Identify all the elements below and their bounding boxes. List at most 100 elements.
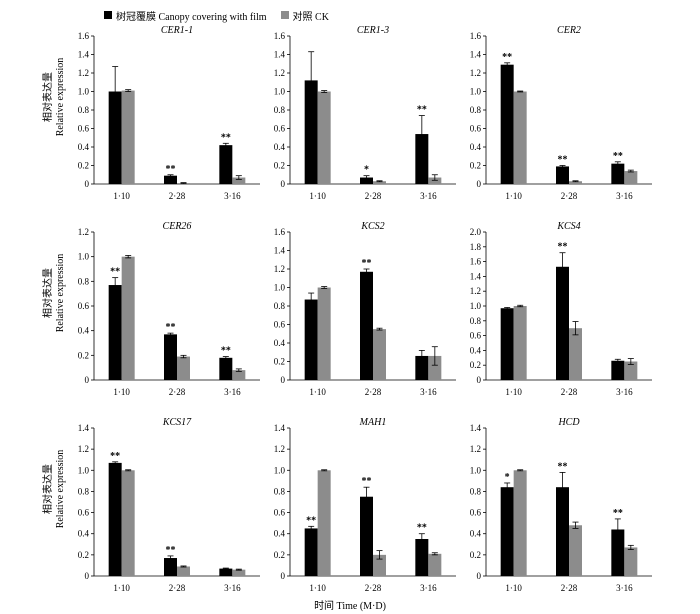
y-tick-label: 0.6 <box>470 331 482 341</box>
chart-title: HCD <box>557 417 580 428</box>
y-tick-label: 0.6 <box>470 124 482 134</box>
y-tick-label: 0.2 <box>274 550 285 560</box>
bar-ck <box>121 256 135 380</box>
y-tick-label: 1.0 <box>274 283 286 293</box>
chart-svg: KCS2 0 0.2 0.4 0.6 0.8 1.0 1.2 1.4 1.6 1·10 ** 2·28 3… <box>274 221 456 397</box>
legend-item-ck: 对照 CK <box>280 8 329 23</box>
significance-mark: ** <box>221 132 231 143</box>
y-tick-label: 0.4 <box>274 529 286 539</box>
bar-ck <box>121 90 135 184</box>
x-tick-label: 1·10 <box>309 583 326 593</box>
x-tick-label: 1·10 <box>113 583 130 593</box>
chart-svg: HCD 0 0.2 0.4 0.6 0.8 1.0 1.2 1.4 * 1·10 ** 2·28 ** 3·… <box>470 417 652 593</box>
bar-film <box>611 163 625 184</box>
significance-mark: ** <box>166 164 176 175</box>
bar-film <box>415 355 429 380</box>
significance-mark: ** <box>558 242 568 253</box>
y-tick-label: 0 <box>85 179 90 189</box>
legend-label-film: 树冠覆膜 Canopy covering with film <box>116 11 267 23</box>
bar-film <box>611 360 625 380</box>
chart-svg: CER1-3 0 0.2 0.4 0.6 0.8 1.0 1.2 1.4 1.6 1·10 * 2·28… <box>274 25 456 201</box>
chart-panel: MAH1 0 0.2 0.4 0.6 0.8 1.0 1.2 1.4 ** 1·10 ** 2·28 **… <box>266 414 466 600</box>
y-tick-label: 0.6 <box>274 320 286 330</box>
legend-swatch-ck <box>280 11 289 19</box>
y-tick-label: 1.6 <box>78 31 90 41</box>
x-tick-label: 1·10 <box>113 191 130 201</box>
chart-title: CER26 <box>163 221 192 232</box>
y-axis-label-en: Relative expression <box>55 57 66 137</box>
y-tick-label: 1.0 <box>470 301 482 311</box>
chart-panel: KCS2 0 0.2 0.4 0.6 0.8 1.0 1.2 1.4 1.6 1·10 ** 2·28 3… <box>266 218 466 404</box>
bar-film <box>108 91 122 184</box>
bar-ck <box>428 553 442 576</box>
y-axis-label-cn: 相对表达量 <box>43 268 54 318</box>
bar-film <box>556 487 569 576</box>
y-tick-label: 0 <box>281 375 286 385</box>
y-tick-label: 0.8 <box>470 486 482 496</box>
chart-panel: HCD 0 0.2 0.4 0.6 0.8 1.0 1.2 1.4 * 1·10 ** 2·28 ** 3·… <box>462 414 662 600</box>
significance-mark: ** <box>558 155 568 166</box>
x-axis-title: 时间 Time (M·D) <box>314 601 386 612</box>
y-tick-label: 1.2 <box>470 444 481 454</box>
x-tick-label: 3·16 <box>224 583 241 593</box>
y-tick-label: 0.8 <box>274 301 286 311</box>
y-tick-label: 1.4 <box>274 423 286 433</box>
bar-ck <box>373 181 386 184</box>
x-tick-label: 3·16 <box>224 191 241 201</box>
y-tick-label: 1.4 <box>470 423 482 433</box>
significance-mark: ** <box>613 508 623 519</box>
y-tick-label: 2.0 <box>470 227 482 237</box>
y-tick-label: 1.2 <box>78 227 89 237</box>
y-axis-label-en: Relative expression <box>55 253 66 333</box>
bar-film <box>219 568 233 576</box>
y-tick-label: 0.4 <box>78 529 90 539</box>
legend-item-film: 树冠覆膜 Canopy covering with film <box>104 8 267 23</box>
bar-ck <box>373 329 386 380</box>
bar-ck <box>232 370 246 380</box>
y-tick-label: 0 <box>477 571 482 581</box>
significance-mark: ** <box>417 523 427 534</box>
bar-ck <box>513 306 527 380</box>
bar-film <box>304 299 318 380</box>
y-tick-label: 0.6 <box>78 124 90 134</box>
x-tick-label: 2·28 <box>365 191 382 201</box>
chart-title: MAH1 <box>359 417 387 428</box>
x-tick-label: 1·10 <box>505 387 522 397</box>
chart-panel: CER2 0 0.2 0.4 0.6 0.8 1.0 1.2 1.4 1.6 ** 1·10 ** 2·2… <box>462 22 662 208</box>
legend-label-ck: 对照 CK <box>292 11 329 23</box>
y-tick-label: 0.8 <box>78 105 90 115</box>
bar-film <box>500 64 514 184</box>
y-tick-label: 1.2 <box>274 444 285 454</box>
y-tick-label: 1.6 <box>470 31 482 41</box>
y-tick-label: 0.8 <box>78 276 90 286</box>
y-tick-label: 0 <box>477 375 482 385</box>
x-tick-label: 3·16 <box>616 583 633 593</box>
y-tick-label: 0 <box>281 571 286 581</box>
x-tick-label: 3·16 <box>616 191 633 201</box>
y-tick-label: 0.4 <box>274 338 286 348</box>
y-axis-label-row-1: 相对表达量 Relative expression <box>40 22 70 172</box>
chart-title: KCS4 <box>556 221 580 232</box>
x-tick-label: 3·16 <box>224 387 241 397</box>
bar-film <box>415 134 429 184</box>
y-axis-label-row-3: 相对表达量 Relative expression <box>40 414 70 564</box>
chart-title: CER2 <box>557 25 581 36</box>
bar-film <box>500 308 514 380</box>
x-tick-label: 1·10 <box>505 583 522 593</box>
bar-film <box>500 487 514 576</box>
y-tick-label: 1.4 <box>470 271 482 281</box>
bar-film <box>219 357 233 380</box>
y-tick-label: 0.6 <box>78 508 90 518</box>
y-tick-label: 0.8 <box>78 486 90 496</box>
bar-ck <box>373 554 386 576</box>
y-tick-label: 0.2 <box>470 550 481 560</box>
y-tick-label: 1.0 <box>470 87 482 97</box>
y-tick-label: 0.2 <box>470 360 481 370</box>
bar-film <box>360 177 373 184</box>
y-tick-label: 0.8 <box>274 486 286 496</box>
chart-panel: CER1-3 0 0.2 0.4 0.6 0.8 1.0 1.2 1.4 1.6 1·10 * 2·28… <box>266 22 466 208</box>
y-tick-label: 1.4 <box>78 50 90 60</box>
y-tick-label: 1.2 <box>470 68 481 78</box>
y-tick-label: 0.2 <box>274 161 285 171</box>
significance-mark: ** <box>166 322 176 333</box>
